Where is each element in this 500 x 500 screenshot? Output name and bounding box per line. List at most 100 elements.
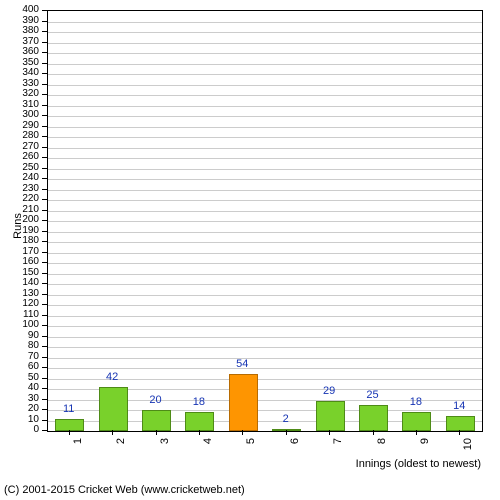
bar-value-label: 11: [63, 403, 74, 415]
y-tick-label: 300: [17, 110, 39, 120]
gridline: [48, 74, 482, 75]
y-tick: [42, 189, 47, 190]
x-tick-label: 8: [376, 438, 388, 468]
y-tick: [42, 399, 47, 400]
y-tick: [42, 325, 47, 326]
y-tick-label: 370: [17, 37, 39, 47]
bar-value-label: 18: [410, 396, 422, 408]
y-tick-label: 200: [17, 215, 39, 225]
y-tick: [42, 283, 47, 284]
bar: [229, 374, 258, 431]
x-tick: [373, 430, 374, 435]
y-tick: [42, 136, 47, 137]
bar: [142, 410, 171, 431]
gridline: [48, 179, 482, 180]
gridline: [48, 221, 482, 222]
bar-value-label: 25: [366, 389, 378, 401]
gridline: [48, 85, 482, 86]
bar-value-label: 2: [283, 413, 289, 425]
gridline: [48, 337, 482, 338]
gridline: [48, 190, 482, 191]
y-tick: [42, 252, 47, 253]
y-tick: [42, 378, 47, 379]
gridline: [48, 358, 482, 359]
y-tick: [42, 105, 47, 106]
y-tick-label: 290: [17, 121, 39, 131]
gridline: [48, 43, 482, 44]
y-tick: [42, 210, 47, 211]
gridline: [48, 158, 482, 159]
y-tick-label: 190: [17, 226, 39, 236]
plot-area: [47, 10, 483, 432]
y-tick: [42, 336, 47, 337]
gridline: [48, 32, 482, 33]
y-tick-label: 0: [17, 425, 39, 435]
y-tick: [42, 241, 47, 242]
y-tick: [42, 94, 47, 95]
y-tick: [42, 147, 47, 148]
y-tick-label: 140: [17, 278, 39, 288]
x-tick-label: 4: [202, 438, 214, 468]
gridline: [48, 326, 482, 327]
y-tick: [42, 262, 47, 263]
y-tick: [42, 157, 47, 158]
bar: [55, 419, 84, 431]
y-tick-label: 280: [17, 131, 39, 141]
x-tick-label: 2: [115, 438, 127, 468]
bar: [272, 429, 301, 431]
y-tick-label: 220: [17, 194, 39, 204]
y-tick-label: 350: [17, 58, 39, 68]
x-tick: [199, 430, 200, 435]
bar: [402, 412, 431, 431]
y-tick: [42, 115, 47, 116]
y-tick: [42, 42, 47, 43]
gridline: [48, 232, 482, 233]
y-tick: [42, 63, 47, 64]
gridline: [48, 368, 482, 369]
bar: [99, 387, 128, 431]
y-tick-label: 380: [17, 26, 39, 36]
x-tick-label: 10: [462, 438, 474, 468]
y-tick: [42, 84, 47, 85]
y-tick: [42, 126, 47, 127]
y-tick: [42, 178, 47, 179]
y-tick-label: 160: [17, 257, 39, 267]
y-tick-label: 20: [17, 404, 39, 414]
gridline: [48, 295, 482, 296]
gridline: [48, 274, 482, 275]
gridline: [48, 253, 482, 254]
gridline: [48, 22, 482, 23]
gridline: [48, 53, 482, 54]
x-tick: [286, 430, 287, 435]
y-tick: [42, 231, 47, 232]
y-tick: [42, 315, 47, 316]
gridline: [48, 137, 482, 138]
y-tick-label: 110: [17, 310, 39, 320]
x-tick: [329, 430, 330, 435]
y-tick: [42, 273, 47, 274]
y-tick-label: 40: [17, 383, 39, 393]
y-tick: [42, 199, 47, 200]
y-tick-label: 270: [17, 142, 39, 152]
bar: [185, 412, 214, 431]
y-tick-label: 80: [17, 341, 39, 351]
x-tick-label: 7: [332, 438, 344, 468]
gridline: [48, 347, 482, 348]
y-tick-label: 250: [17, 163, 39, 173]
y-tick: [42, 409, 47, 410]
gridline: [48, 305, 482, 306]
bar: [359, 405, 388, 431]
bar-value-label: 14: [453, 400, 465, 412]
y-tick: [42, 21, 47, 22]
gridline: [48, 127, 482, 128]
x-tick: [69, 430, 70, 435]
bar: [446, 416, 475, 431]
x-tick-label: 1: [72, 438, 84, 468]
bar-value-label: 29: [323, 385, 335, 397]
gridline: [48, 64, 482, 65]
x-tick-label: 3: [159, 438, 171, 468]
gridline: [48, 200, 482, 201]
y-tick-label: 260: [17, 152, 39, 162]
y-tick-label: 60: [17, 362, 39, 372]
x-tick-label: 5: [245, 438, 257, 468]
